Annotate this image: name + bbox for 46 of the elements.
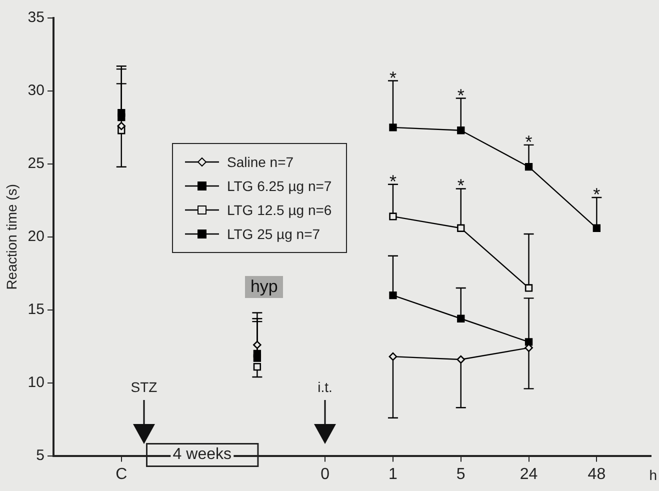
point — [253, 340, 262, 350]
point — [118, 113, 126, 122]
annotation: i.t. — [318, 378, 332, 395]
annotation: STZ — [130, 378, 158, 395]
point — [389, 212, 397, 220]
point — [592, 224, 601, 232]
y-tick-label: 25 — [28, 155, 44, 172]
point — [457, 224, 465, 232]
point — [457, 126, 465, 134]
x-tick-label: 24 — [520, 466, 538, 483]
y-tick-label: 5 — [36, 446, 44, 464]
legend-label: LTG 25 µg n=7 — [227, 226, 320, 242]
y-tick-label: 30 — [28, 82, 44, 100]
y-tick-label: 35 — [28, 9, 44, 26]
point — [389, 291, 397, 300]
x-tick-label: 1 — [388, 466, 398, 483]
x-tick-label: 5 — [456, 466, 466, 483]
point — [524, 338, 533, 346]
y-tick-label: 15 — [28, 301, 44, 318]
point — [117, 122, 126, 130]
x-tick-label: C — [116, 466, 128, 483]
point — [456, 355, 466, 364]
y-tick-label: 20 — [28, 228, 44, 246]
annotation: * — [389, 171, 396, 192]
annotation: hyp — [245, 276, 283, 298]
x-tick-label: 0 — [320, 466, 330, 483]
annotation: 4 weeks — [170, 446, 234, 464]
point — [389, 124, 397, 132]
annotation: * — [457, 176, 464, 196]
annotation: * — [457, 85, 464, 106]
point — [524, 284, 533, 292]
y-tick-label: 10 — [28, 374, 44, 391]
y-axis-title: Reaction time (s) — [3, 184, 20, 290]
legend-label: Saline n=7 — [227, 154, 294, 170]
point — [253, 354, 262, 362]
x-axis-title: h — [649, 466, 657, 483]
point — [524, 163, 533, 171]
point — [457, 314, 465, 322]
point — [388, 352, 398, 361]
legend-label: LTG 12.5 µg n=6 — [227, 202, 332, 218]
x-tick-label: 48 — [588, 466, 606, 483]
point — [253, 362, 262, 371]
annotation: * — [389, 68, 396, 88]
annotation: * — [593, 184, 600, 204]
annotation: * — [525, 132, 532, 152]
legend-label: LTG 6.25 µg n=7 — [227, 178, 332, 194]
